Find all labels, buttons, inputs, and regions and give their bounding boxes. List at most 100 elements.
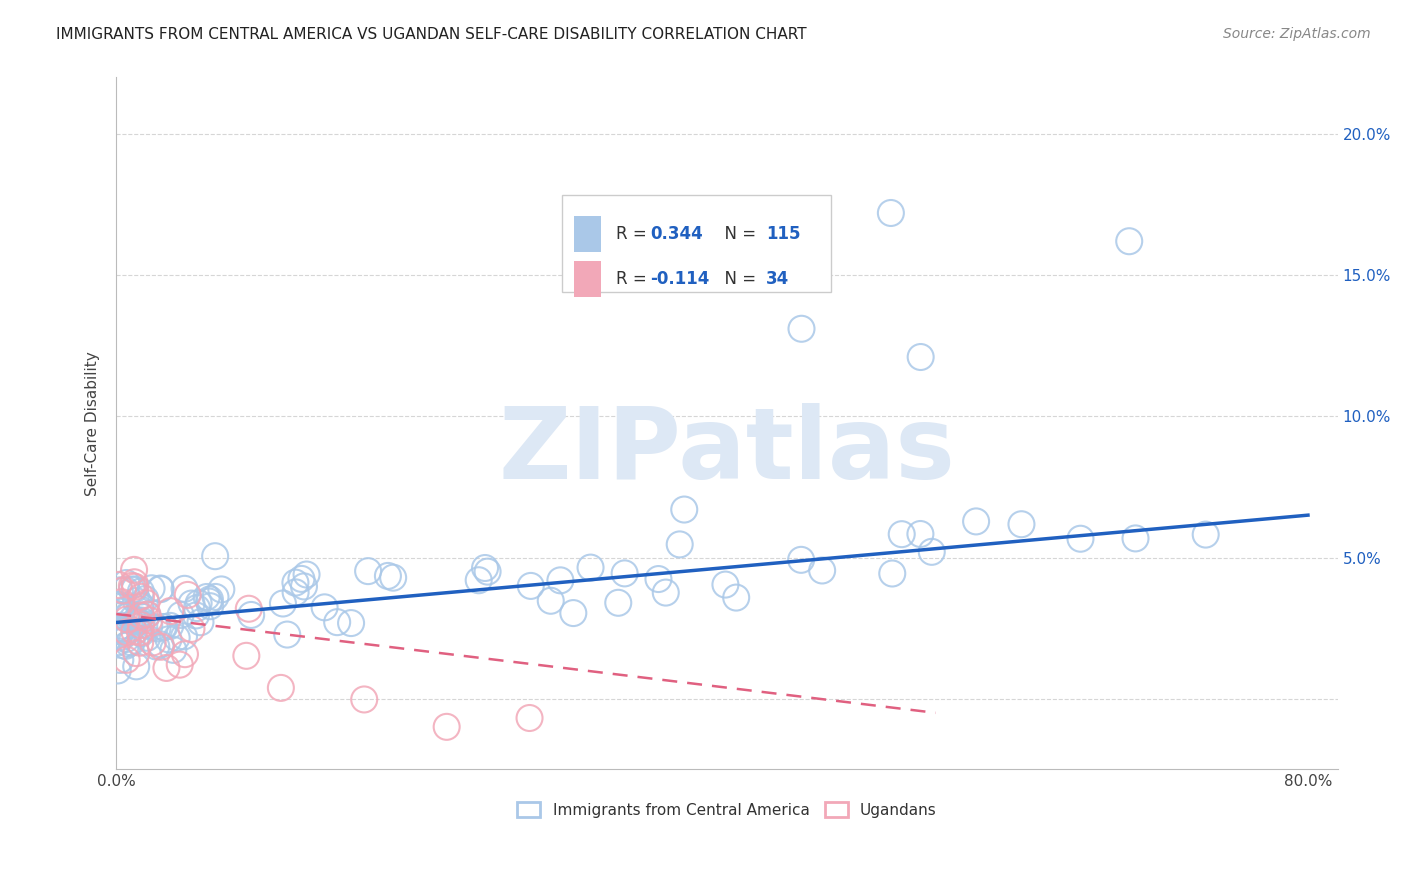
Point bbox=[125, 594, 148, 608]
Point bbox=[1069, 532, 1091, 546]
Point bbox=[235, 648, 257, 663]
Y-axis label: Self-Care Disability: Self-Care Disability bbox=[86, 351, 100, 496]
Point bbox=[882, 566, 904, 581]
Point bbox=[292, 579, 315, 593]
Point bbox=[200, 599, 222, 614]
Legend: Immigrants from Central America, Ugandans: Immigrants from Central America, Ugandan… bbox=[512, 796, 942, 824]
Point bbox=[129, 608, 152, 623]
Point bbox=[284, 575, 307, 590]
Point bbox=[121, 582, 143, 597]
Point bbox=[157, 632, 180, 647]
Point bbox=[382, 571, 405, 585]
Point bbox=[110, 599, 132, 614]
Point bbox=[477, 565, 499, 579]
Point bbox=[1118, 234, 1140, 248]
Point bbox=[295, 567, 318, 582]
Point bbox=[107, 635, 129, 649]
Point bbox=[195, 590, 218, 604]
Point bbox=[115, 625, 138, 640]
Point bbox=[115, 576, 138, 591]
Point bbox=[107, 621, 129, 635]
Point bbox=[120, 635, 142, 649]
Point bbox=[353, 692, 375, 706]
Point bbox=[153, 620, 176, 634]
Point bbox=[115, 653, 138, 667]
Point bbox=[149, 637, 172, 651]
Point bbox=[107, 607, 129, 622]
Text: N =: N = bbox=[714, 225, 761, 243]
Point bbox=[115, 612, 138, 626]
Point bbox=[725, 591, 748, 605]
Point bbox=[111, 583, 134, 598]
Point bbox=[550, 574, 572, 588]
Point bbox=[121, 579, 143, 593]
Bar bbox=[574, 260, 602, 297]
Point bbox=[129, 599, 152, 614]
Point bbox=[238, 601, 260, 615]
Point bbox=[180, 597, 202, 611]
Point bbox=[204, 590, 226, 604]
Point bbox=[129, 602, 152, 616]
Point bbox=[647, 572, 669, 586]
Point bbox=[357, 564, 380, 578]
Point bbox=[276, 627, 298, 641]
Point bbox=[124, 624, 146, 639]
Point bbox=[107, 621, 129, 635]
Point bbox=[131, 614, 153, 628]
Point bbox=[136, 607, 159, 622]
Point bbox=[910, 527, 932, 541]
Point bbox=[110, 653, 132, 667]
Point bbox=[110, 624, 132, 639]
Point bbox=[173, 629, 195, 643]
Point bbox=[111, 605, 134, 619]
Point bbox=[118, 608, 141, 623]
Point bbox=[124, 582, 146, 597]
Point bbox=[124, 580, 146, 594]
Point bbox=[121, 612, 143, 626]
Point bbox=[880, 206, 903, 220]
Text: R =: R = bbox=[616, 225, 652, 243]
Point bbox=[108, 598, 131, 612]
Point bbox=[115, 609, 138, 624]
Point bbox=[467, 573, 489, 587]
Point bbox=[270, 681, 292, 695]
Point bbox=[112, 626, 135, 640]
Point bbox=[790, 322, 813, 336]
Point bbox=[149, 582, 172, 596]
Point bbox=[107, 664, 129, 678]
Point bbox=[141, 582, 163, 596]
Point bbox=[111, 624, 134, 638]
Point bbox=[134, 592, 156, 607]
Point bbox=[166, 631, 188, 645]
Text: 115: 115 bbox=[766, 225, 800, 243]
Point bbox=[519, 711, 541, 725]
Point bbox=[520, 579, 543, 593]
Point bbox=[668, 537, 690, 551]
Point bbox=[108, 583, 131, 598]
Point bbox=[198, 594, 221, 608]
Point bbox=[169, 607, 191, 622]
Point bbox=[107, 578, 129, 592]
Point bbox=[129, 636, 152, 650]
Point bbox=[910, 350, 932, 364]
Text: Source: ZipAtlas.com: Source: ZipAtlas.com bbox=[1223, 27, 1371, 41]
Point bbox=[146, 622, 169, 636]
Point bbox=[474, 561, 496, 575]
Point bbox=[209, 582, 232, 597]
Point bbox=[177, 588, 200, 602]
Point bbox=[184, 608, 207, 623]
Point bbox=[135, 596, 157, 610]
Point bbox=[110, 595, 132, 609]
Point bbox=[114, 639, 136, 653]
Point bbox=[114, 582, 136, 597]
Point bbox=[138, 613, 160, 627]
Point bbox=[1125, 532, 1147, 546]
Point bbox=[125, 659, 148, 673]
Point bbox=[314, 600, 336, 615]
Point bbox=[150, 640, 173, 654]
FancyBboxPatch shape bbox=[562, 195, 831, 292]
Point bbox=[436, 720, 458, 734]
Point bbox=[284, 585, 307, 599]
Point bbox=[326, 615, 349, 629]
Text: 0.344: 0.344 bbox=[650, 225, 703, 243]
